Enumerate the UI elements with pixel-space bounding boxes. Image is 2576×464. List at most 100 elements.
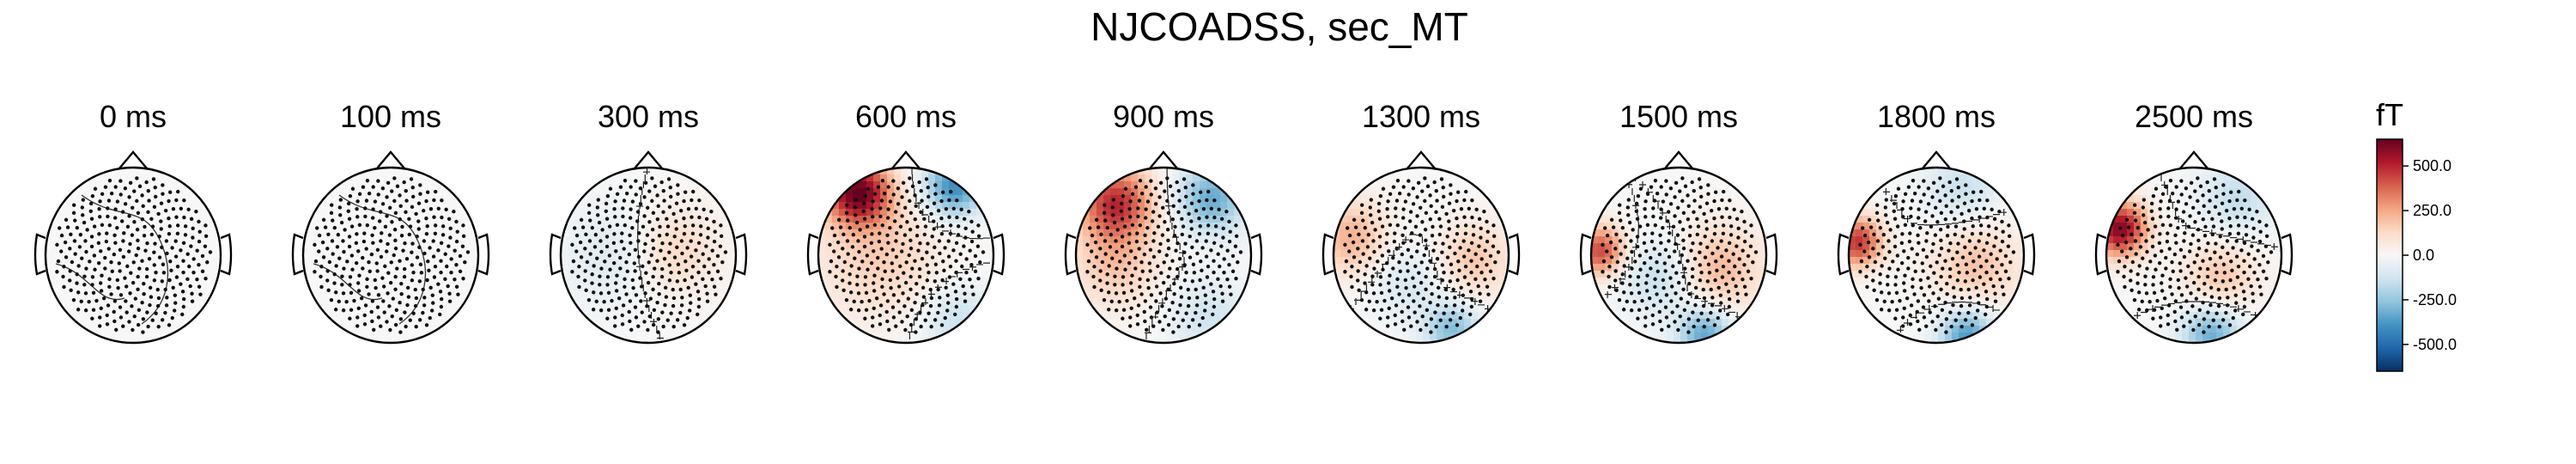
sensor-dot xyxy=(180,312,185,317)
topomap-cell xyxy=(1172,312,1180,320)
sensor-dot xyxy=(877,239,882,244)
sensor-dot xyxy=(929,296,934,301)
topomap-cell xyxy=(1158,243,1166,251)
topomap-cell xyxy=(887,188,895,196)
topomap-cell xyxy=(94,223,101,230)
sensor-dot xyxy=(421,208,426,213)
topomap-cell xyxy=(901,209,908,217)
topomap-cell xyxy=(671,333,678,340)
topomap-cell xyxy=(880,195,888,203)
sensor-dot xyxy=(325,278,330,283)
sensor-dot xyxy=(1164,253,1169,258)
topomap-cell xyxy=(1382,229,1389,237)
topomap-field xyxy=(561,168,736,343)
topomap-cell xyxy=(128,298,136,306)
sensor-dot xyxy=(187,264,191,269)
sensor-dot xyxy=(878,322,883,327)
sensor-dot xyxy=(696,304,702,309)
topomap-cell xyxy=(1388,333,1396,340)
topomap-cell xyxy=(976,195,984,203)
sensor-dot xyxy=(426,259,430,264)
sensor-dot xyxy=(607,224,612,229)
topomap-cell xyxy=(197,188,204,196)
topomap-cell xyxy=(100,305,108,313)
topomap-cell xyxy=(1416,319,1424,327)
sensor-dot xyxy=(848,272,852,277)
sensor-dot xyxy=(1181,318,1185,322)
sensor-dot xyxy=(415,234,419,239)
sensor-dot xyxy=(1127,241,1132,245)
topomap-cell xyxy=(324,291,331,299)
topomap-cell xyxy=(331,298,338,306)
sensor-dot xyxy=(167,231,172,236)
topomap-cell xyxy=(1103,216,1111,223)
topomap-cell xyxy=(107,216,115,223)
topomap-cell xyxy=(310,250,318,258)
topomap-cell xyxy=(1138,319,1145,327)
topomap-cell xyxy=(1382,257,1389,265)
sensor-dot xyxy=(1173,224,1177,229)
topomap-cell xyxy=(1213,216,1221,223)
topomap-cell xyxy=(1437,264,1444,272)
sensor-dot xyxy=(896,202,901,206)
topomap-cell xyxy=(1388,243,1396,251)
topomap-cell xyxy=(73,326,81,333)
sensor-dot xyxy=(107,277,112,282)
topomap-cell xyxy=(1450,229,1458,237)
topomap-cell xyxy=(399,284,407,292)
topomap-cell xyxy=(1145,243,1152,251)
topomap-cell xyxy=(880,243,888,251)
topomap-cell xyxy=(1165,326,1173,333)
topomap-cell xyxy=(427,271,434,278)
sensor-dot xyxy=(590,225,594,230)
sensor-dot xyxy=(332,272,337,277)
topomap-cell xyxy=(1354,223,1362,230)
sensor-dot xyxy=(1155,310,1159,314)
sensor-dot xyxy=(140,259,144,263)
sensor-dot xyxy=(167,278,172,283)
topomap-cell xyxy=(908,339,915,343)
sensor-dot xyxy=(174,198,179,203)
sensor-dot xyxy=(655,301,659,305)
topomap-cell xyxy=(623,312,630,320)
sensor-dot xyxy=(608,186,613,191)
topomap-cell xyxy=(351,326,359,333)
topomap-cell xyxy=(650,168,658,175)
topomap-cell xyxy=(1213,312,1221,320)
topomap-cell xyxy=(128,181,136,189)
topomap-cell xyxy=(1186,319,1194,327)
topomap-cell xyxy=(310,278,318,285)
sensor-dot xyxy=(355,281,361,285)
sensor-dot xyxy=(388,327,392,333)
topomap-cell xyxy=(135,298,143,306)
topomap-cell xyxy=(379,168,386,175)
time-label: 900 ms xyxy=(1113,99,1214,134)
topomap-cell xyxy=(928,216,936,223)
topomap-cell xyxy=(121,168,129,175)
topomap-cell xyxy=(1354,284,1362,292)
topomap-cell xyxy=(100,195,108,203)
sensor-dot xyxy=(1103,252,1108,256)
topomap-cell xyxy=(976,236,984,244)
topomap-cell xyxy=(860,181,867,189)
topomap-cell xyxy=(1437,319,1444,327)
topomap-cell xyxy=(1110,298,1118,306)
topomap-cell xyxy=(197,278,204,285)
topomap-cell xyxy=(1151,257,1159,265)
topomap-cell xyxy=(629,257,637,265)
topomap-cell xyxy=(928,291,936,299)
topomap-cell xyxy=(1354,202,1362,210)
topomap-cell xyxy=(880,278,888,285)
topomap-cell xyxy=(602,195,610,203)
topomap-cell xyxy=(1443,305,1451,313)
topomap-cell xyxy=(901,339,908,343)
sensor-dot xyxy=(1120,244,1125,249)
topomap-cell xyxy=(969,305,977,313)
sensor-dot xyxy=(618,255,623,260)
sensor-dot xyxy=(1197,231,1202,236)
topomap-cell xyxy=(1464,209,1472,217)
topomap-cell xyxy=(873,181,881,189)
sensor-dot xyxy=(1102,211,1107,215)
topomap-cell xyxy=(155,291,163,299)
sensor-dot xyxy=(109,292,113,296)
